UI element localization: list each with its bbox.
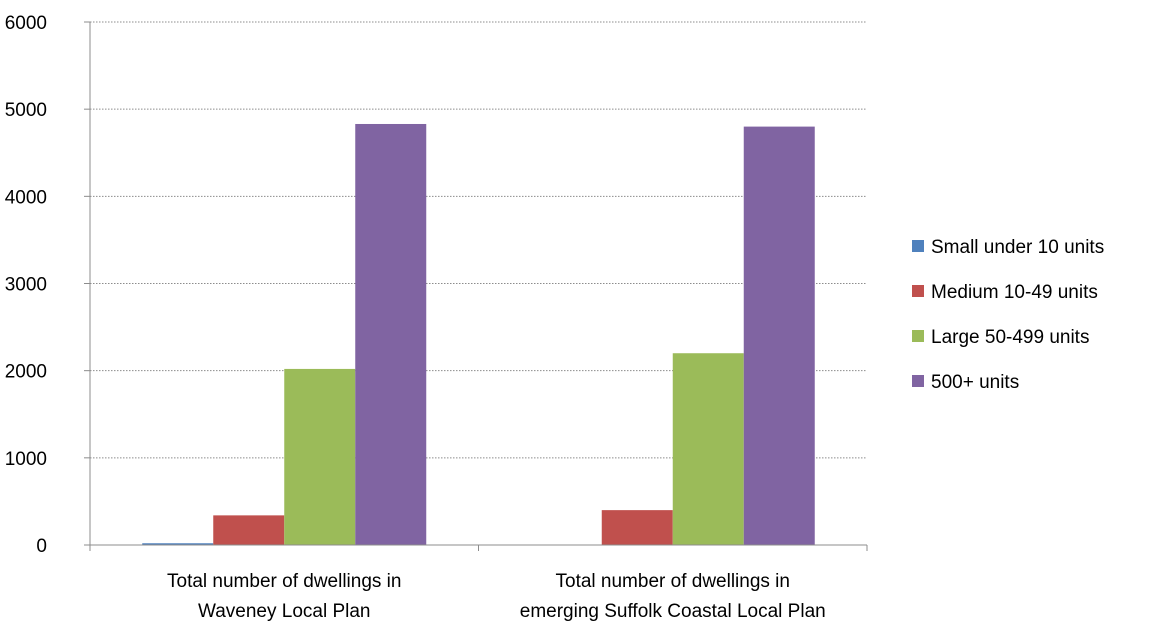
bar-medium-10-49-units-cat-1 (601, 510, 673, 545)
bar-medium-10-49-units-cat-0 (213, 515, 285, 545)
gridlines (90, 21, 867, 459)
x-category-label: Waveney Local Plan (198, 601, 371, 622)
legend-label: Small under 10 units (931, 237, 1104, 258)
legend-label: Medium 10-49 units (931, 282, 1098, 303)
legend-swatch (912, 285, 924, 297)
y-tick-label: 4000 (5, 187, 47, 208)
bar-small-under-10-units-cat-0 (142, 543, 214, 545)
bar-large-50-499-units-cat-1 (672, 353, 744, 545)
bar-500-units-cat-1 (743, 126, 815, 545)
y-tick-label: 3000 (5, 275, 47, 296)
legend-label: Large 50-499 units (931, 327, 1089, 348)
x-category-label: Total number of dwellings in (167, 571, 401, 592)
axes (84, 21, 868, 551)
bar-large-50-499-units-cat-0 (284, 368, 356, 545)
y-tick-label: 1000 (5, 449, 47, 470)
legend-label: 500+ units (931, 372, 1019, 393)
bars (142, 123, 815, 546)
bar-500-units-cat-0 (355, 123, 427, 546)
y-tick-label: 6000 (5, 13, 47, 34)
legend-swatch (912, 375, 924, 387)
axis-labels: 0 1000 2000 3000 4000 5000 6000 Total number of… (5, 13, 826, 622)
legend-swatch (912, 240, 924, 252)
x-category-label: Total number of dwellings in (556, 571, 790, 592)
x-category-label: emerging Suffolk Coastal Local Plan (520, 601, 826, 622)
y-tick-label: 2000 (5, 362, 47, 383)
y-tick-label: 0 (36, 536, 47, 557)
legend: Small under 10 units Medium 10-49 units La… (912, 237, 1104, 393)
y-tick-label: 5000 (5, 100, 47, 121)
legend-swatch (912, 330, 924, 342)
